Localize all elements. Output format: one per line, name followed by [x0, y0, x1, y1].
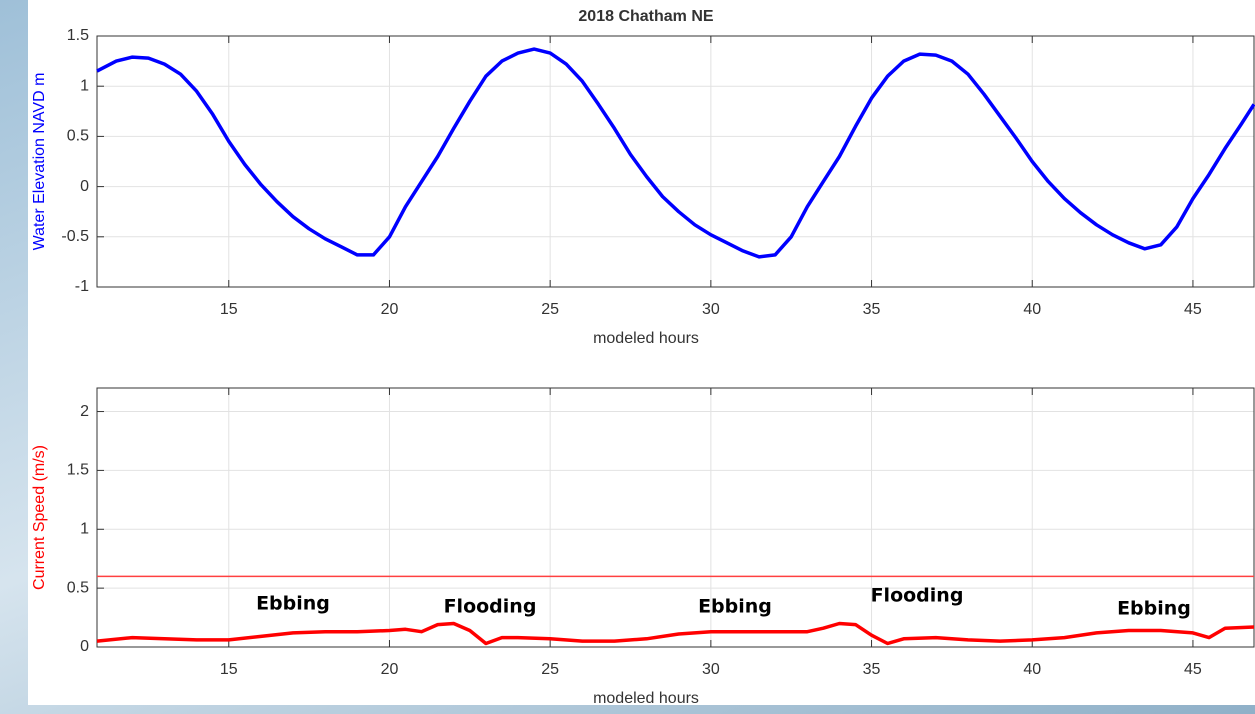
x-tick-label: 25	[541, 661, 559, 678]
y-tick-label: 0	[80, 178, 89, 195]
axes-box	[96, 35, 1255, 288]
x-tick-label: 30	[702, 661, 720, 678]
y-tick-label: -1	[75, 278, 89, 295]
annotation: Flooding	[444, 596, 537, 618]
x-tick-label: 25	[541, 301, 559, 318]
x-axis-label: modeled hours	[593, 690, 699, 707]
y-axis-label: Water Elevation NAVD m	[31, 73, 48, 251]
x-tick-label: 35	[863, 661, 881, 678]
y-tick-label: 2	[80, 403, 89, 420]
chart-title: 2018 Chatham NE	[578, 8, 713, 25]
plot-area	[97, 388, 1254, 647]
annotation: Ebbing	[1117, 598, 1191, 620]
x-tick-label: 30	[702, 301, 720, 318]
y-tick-label: 0	[80, 638, 89, 655]
annotation: Ebbing	[698, 596, 772, 618]
y-tick-label: 1.5	[67, 27, 89, 44]
x-tick-label: 20	[381, 661, 399, 678]
x-axis-label: modeled hours	[593, 330, 699, 347]
y-tick-label: 1	[80, 77, 89, 94]
y-axis-label: Current Speed (m/s)	[31, 445, 48, 590]
x-tick-label: 35	[863, 301, 881, 318]
y-tick-label: 1	[80, 520, 89, 537]
x-tick-label: 20	[381, 301, 399, 318]
y-tick-label: 0.5	[67, 579, 89, 596]
x-tick-label: 45	[1184, 661, 1202, 678]
data-line	[96, 47, 1255, 259]
x-tick-label: 15	[220, 661, 238, 678]
y-tick-label: 1.5	[67, 462, 89, 479]
axes-box	[96, 387, 1255, 648]
x-tick-label: 45	[1184, 301, 1202, 318]
annotation: Ebbing	[256, 593, 330, 615]
data-line	[96, 621, 1255, 646]
x-tick-label: 40	[1023, 661, 1041, 678]
plot-area	[97, 36, 1254, 287]
y-tick-label: 0.5	[67, 128, 89, 145]
x-tick-label: 40	[1023, 301, 1041, 318]
x-tick-label: 15	[220, 301, 238, 318]
annotation: Flooding	[871, 585, 964, 607]
y-tick-label: -0.5	[61, 228, 89, 245]
